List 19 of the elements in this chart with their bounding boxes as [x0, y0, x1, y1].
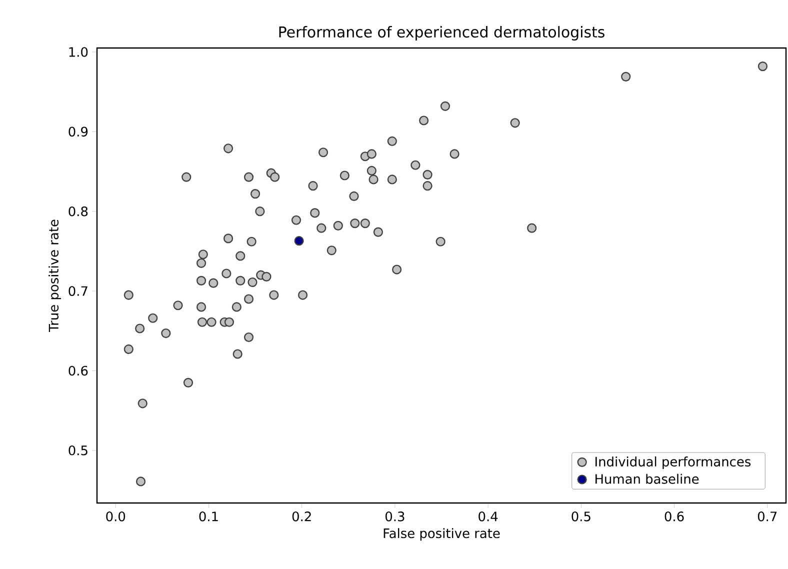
x-tick-label: 0.4: [478, 512, 498, 522]
x-tick-label: 0.1: [199, 512, 218, 522]
x-tick-label: 0.3: [386, 512, 404, 522]
legend-label: Individual performances: [596, 456, 751, 470]
legend-label: Human baseline: [596, 474, 699, 484]
y-tick-label: 0.8: [68, 206, 88, 216]
x-tick-label: 0.5: [572, 512, 590, 522]
y-tick-label: 0.5: [68, 446, 88, 456]
x-tick-label: 0.2: [292, 512, 311, 522]
x-tick-label: 0.7: [758, 512, 777, 522]
x-tick-label: 0.0: [106, 512, 126, 522]
x-tick-label: 0.6: [664, 512, 684, 522]
y-axis-title: True positive rate: [48, 220, 62, 332]
y-tick-label: 0.7: [68, 286, 88, 296]
x-axis-title: False positive rate: [384, 528, 500, 541]
y-tick-label: 0.6: [68, 366, 88, 376]
chart-title: Performance of experienced dermatologists: [279, 26, 604, 40]
y-tick-label: 1.0: [69, 47, 88, 57]
y-tick-label: 0.9: [68, 126, 88, 137]
